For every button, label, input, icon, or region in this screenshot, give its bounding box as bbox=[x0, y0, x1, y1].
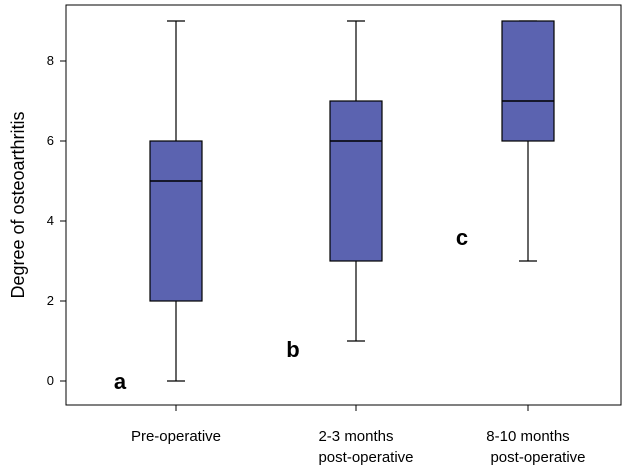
iqr-box bbox=[149, 140, 203, 302]
y-tick-label: 8 bbox=[47, 53, 54, 68]
iqr-box bbox=[329, 100, 383, 262]
y-tick-label: 0 bbox=[47, 373, 54, 388]
category-label: post-operative bbox=[490, 449, 585, 466]
box-series bbox=[149, 20, 555, 382]
category-label: 8-10 months bbox=[486, 428, 569, 445]
y-axis-title: Degree of osteoarthritis bbox=[8, 111, 28, 298]
iqr-box bbox=[501, 20, 555, 142]
y-tick-label: 2 bbox=[47, 293, 54, 308]
box-group bbox=[149, 20, 203, 382]
y-tick-label: 6 bbox=[47, 133, 54, 148]
group-letter: b bbox=[286, 337, 299, 362]
group-letter: a bbox=[114, 369, 127, 394]
y-tick-label: 4 bbox=[47, 213, 54, 228]
group-letter: c bbox=[456, 225, 468, 250]
y-axis: 0 2 4 6 8 bbox=[47, 53, 66, 388]
box-group bbox=[501, 20, 555, 262]
category-label: 2-3 months bbox=[318, 428, 393, 445]
group-letters: a b c bbox=[114, 225, 468, 394]
box-group bbox=[329, 20, 383, 342]
x-axis: Pre-operative 2-3 months post-operative 8-1… bbox=[131, 405, 586, 466]
category-label: Pre-operative bbox=[131, 428, 221, 445]
category-label: post-operative bbox=[318, 449, 413, 466]
